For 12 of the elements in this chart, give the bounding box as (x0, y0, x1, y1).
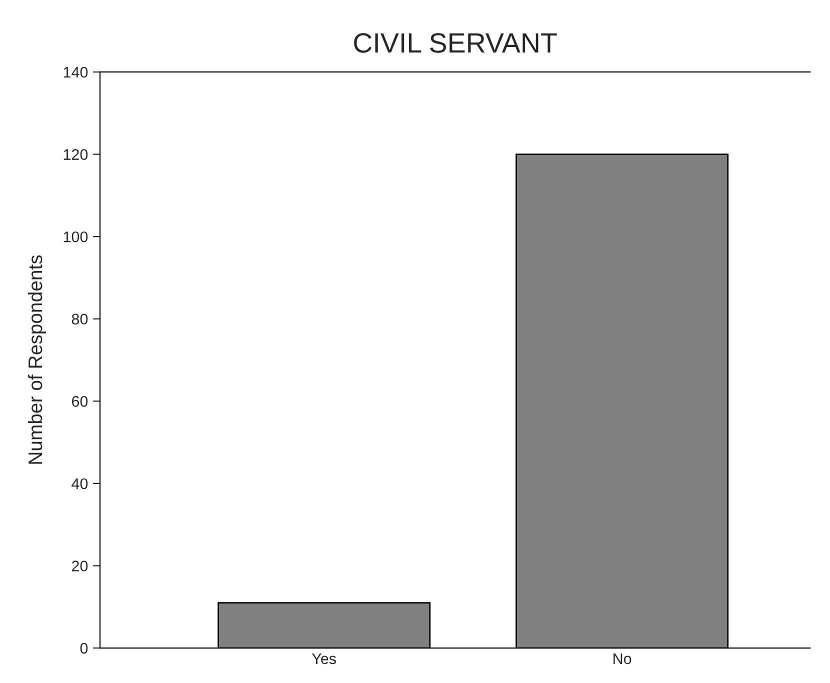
y-tick-label: 40 (72, 478, 88, 490)
y-tick-label: 100 (64, 231, 88, 242)
x-tick-label: No (614, 653, 632, 664)
y-tick-label: 80 (72, 314, 88, 325)
chart-title: CIVIL SERVANT (354, 33, 557, 53)
y-axis-title: Number of Respondents (28, 255, 46, 464)
y-tick-label: 20 (72, 560, 88, 572)
y-tick-label: 0 (80, 642, 88, 654)
y-tick-label: 120 (64, 149, 88, 160)
x-tick-label: Yes (312, 653, 336, 664)
y-tick-label: 60 (72, 396, 88, 407)
y-tick-label: 140 (64, 66, 88, 78)
